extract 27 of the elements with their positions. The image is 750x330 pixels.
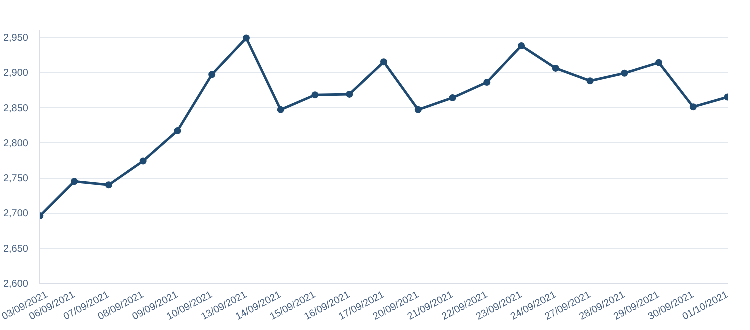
point: [312, 92, 319, 99]
point: [277, 106, 284, 114]
y-tick-label: 2,650: [3, 244, 29, 255]
y-tick-label: 2,600: [3, 279, 29, 290]
y-tick-label: 2,700: [3, 208, 29, 220]
point: [346, 90, 354, 98]
point: [414, 106, 422, 114]
point: [586, 78, 594, 85]
point: [621, 70, 628, 77]
y-tick-label: 2,950: [3, 33, 29, 44]
point: [71, 178, 78, 186]
y-tick-label: 2,850: [3, 103, 29, 114]
point: [484, 79, 491, 86]
y-tick-label: 2,800: [3, 138, 29, 150]
point: [140, 158, 147, 165]
y-tick-label: 2,900: [3, 68, 29, 80]
point: [656, 59, 663, 66]
point: [449, 94, 456, 102]
point: [518, 42, 526, 50]
y-tick-label: 2,750: [3, 174, 29, 185]
point: [208, 71, 216, 78]
point: [690, 104, 697, 111]
point: [242, 34, 250, 42]
point: [552, 64, 560, 72]
point: [380, 58, 388, 66]
point: [174, 128, 182, 134]
point: [105, 182, 112, 189]
